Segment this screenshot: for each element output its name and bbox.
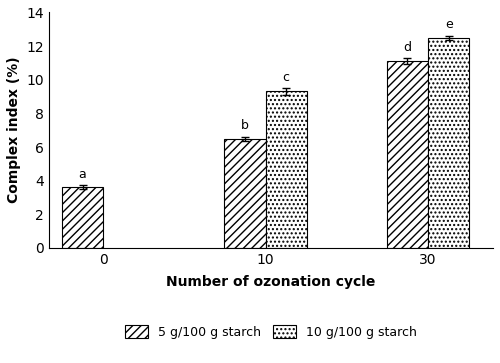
Text: b: b (241, 119, 249, 132)
Text: c: c (282, 71, 290, 84)
Bar (387, 61, 428, 248)
Bar (428, 38, 469, 248)
Bar (224, 139, 266, 248)
Bar (266, 91, 307, 248)
Text: e: e (445, 19, 452, 32)
X-axis label: Number of ozonation cycle: Number of ozonation cycle (166, 275, 376, 289)
Text: d: d (404, 41, 411, 54)
Legend: 5 g/100 g starch, 10 g/100 g starch: 5 g/100 g starch, 10 g/100 g starch (120, 320, 422, 344)
Bar (62, 187, 103, 248)
Y-axis label: Complex index (%): Complex index (%) (7, 57, 21, 204)
Text: a: a (78, 168, 86, 181)
